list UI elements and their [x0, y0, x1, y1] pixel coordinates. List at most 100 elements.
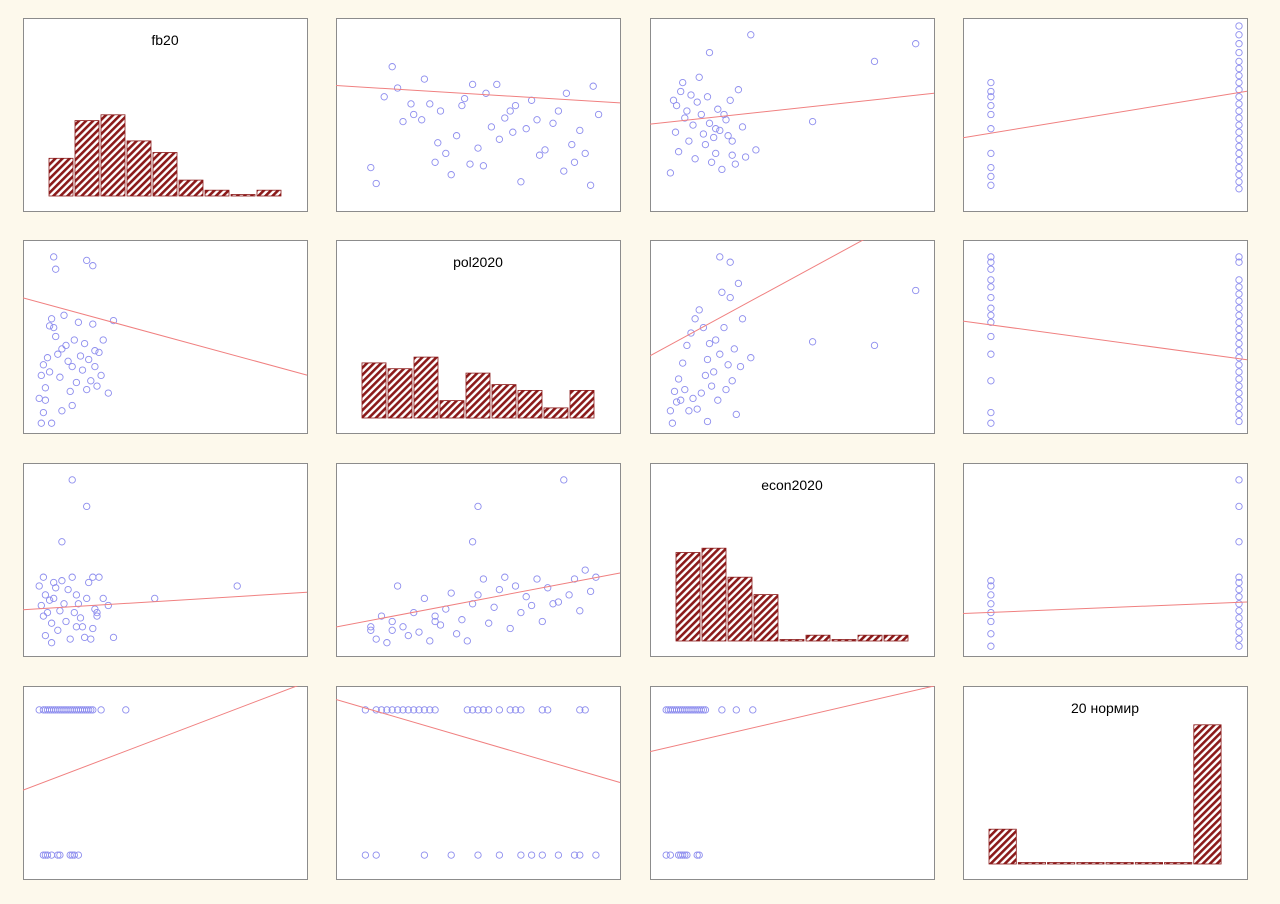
data-point: [712, 336, 720, 344]
data-point: [474, 591, 482, 599]
data-point: [1235, 178, 1243, 186]
data-point: [1235, 128, 1243, 136]
data-point: [728, 137, 736, 145]
data-point: [66, 387, 74, 396]
panel-frame: [336, 686, 621, 880]
data-point: [58, 538, 66, 546]
data-point: [594, 110, 603, 119]
data-point: [1235, 410, 1243, 419]
data-point: [987, 582, 995, 590]
regression-line: [336, 572, 621, 628]
data-point: [511, 582, 520, 590]
data-point: [712, 149, 720, 158]
data-point: [1235, 253, 1243, 261]
data-point: [718, 706, 726, 714]
data-point: [1235, 573, 1243, 581]
data-point: [738, 123, 747, 131]
data-point: [479, 162, 488, 170]
data-point: [50, 578, 58, 587]
data-point: [808, 117, 817, 126]
data-point: [554, 598, 563, 606]
data-point: [1235, 258, 1243, 266]
data-point: [549, 119, 557, 127]
data-point: [52, 332, 60, 341]
data-point: [689, 121, 697, 129]
data-point: [418, 116, 426, 124]
data-point: [674, 148, 683, 156]
hist-bar: [100, 114, 126, 197]
data-point: [468, 706, 477, 714]
data-point: [681, 114, 689, 122]
panel-r3-c0: [23, 686, 308, 880]
data-point: [1235, 396, 1243, 404]
hist-bar: [465, 372, 491, 419]
data-point: [485, 619, 493, 627]
data-point: [699, 706, 708, 714]
hist-bar: [701, 547, 727, 642]
panel-r2-c2: econ2020: [650, 463, 935, 657]
hist-bar: [230, 194, 256, 197]
data-point: [372, 635, 380, 643]
data-point: [722, 385, 730, 394]
data-point: [506, 107, 514, 115]
data-point: [474, 502, 482, 511]
data-point: [1235, 403, 1243, 411]
data-point: [666, 407, 675, 415]
data-point: [54, 626, 62, 634]
data-point: [50, 594, 58, 603]
data-point: [97, 706, 105, 714]
data-point: [64, 357, 72, 365]
data-point: [1235, 382, 1243, 390]
data-point: [74, 851, 83, 859]
data-point: [367, 626, 375, 634]
data-point: [495, 706, 504, 714]
data-point: [407, 100, 415, 108]
hist-bar: [727, 576, 753, 642]
data-point: [501, 114, 509, 122]
panel-r3-c2: [650, 686, 935, 880]
panel-frame: [336, 463, 621, 657]
data-point: [367, 163, 375, 172]
data-point: [506, 706, 514, 714]
data-point: [693, 851, 701, 859]
data-point: [393, 582, 402, 590]
data-point: [720, 110, 728, 119]
data-point: [70, 851, 78, 859]
data-point: [1235, 163, 1243, 172]
data-point: [987, 617, 995, 626]
data-point: [1235, 375, 1243, 383]
data-point: [736, 362, 745, 371]
data-point: [41, 591, 50, 599]
data-point: [726, 96, 734, 104]
data-point: [734, 279, 743, 288]
data-point: [712, 125, 720, 133]
data-point: [458, 101, 466, 110]
data-point: [535, 151, 544, 159]
panel-r1-c2: [650, 240, 935, 434]
data-point: [74, 318, 83, 326]
panel-frame: [963, 18, 1248, 212]
panel-r1-c0: [23, 240, 308, 434]
data-point: [693, 98, 701, 106]
data-point: [1235, 347, 1243, 355]
data-point: [689, 394, 697, 403]
data-point: [109, 316, 118, 325]
data-point: [668, 419, 677, 427]
panel-frame: [650, 240, 935, 434]
data-point: [697, 110, 705, 119]
data-point: [699, 130, 708, 138]
data-point: [388, 626, 396, 634]
data-point: [732, 410, 740, 419]
data-point: [674, 375, 683, 383]
data-point: [50, 323, 58, 332]
data-point: [463, 706, 471, 714]
data-point: [495, 851, 504, 859]
regression-line: [336, 85, 621, 104]
data-point: [410, 706, 418, 714]
data-point: [490, 603, 498, 611]
data-point: [554, 851, 563, 859]
data-point: [722, 116, 730, 124]
data-point: [683, 851, 691, 859]
data-point: [912, 40, 920, 48]
